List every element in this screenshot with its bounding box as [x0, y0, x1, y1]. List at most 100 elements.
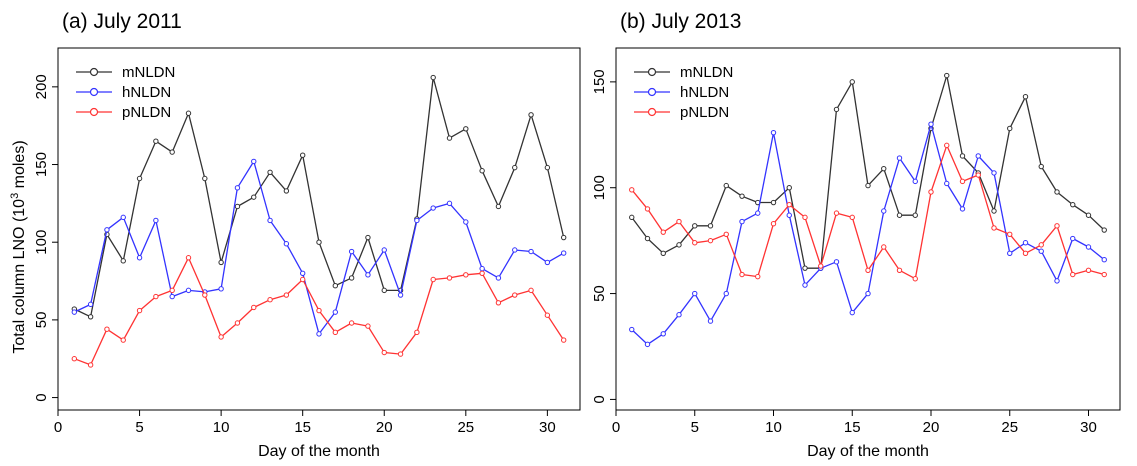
data-point-mnldn [120, 258, 126, 264]
data-point-pnldn [881, 244, 887, 250]
data-point-hnldn [1085, 244, 1092, 250]
y-tick-label: 100 [33, 230, 50, 255]
data-point-hnldn [660, 331, 666, 337]
data-point-hnldn [944, 180, 950, 187]
data-point-hnldn [234, 185, 241, 191]
legend-label-pnldn: pNLDN [122, 104, 171, 121]
data-point-mnldn [87, 314, 94, 320]
series-line-pnldn [631, 144, 1105, 280]
data-point-pnldn [414, 329, 420, 336]
data-point-mnldn [1101, 227, 1107, 233]
data-point-pnldn [660, 229, 666, 235]
data-point-mnldn [770, 199, 777, 206]
data-point-mnldn [495, 203, 502, 210]
data-point-mnldn [348, 275, 355, 281]
data-point-mnldn [446, 135, 453, 141]
data-point-pnldn [560, 337, 567, 343]
data-point-hnldn [414, 217, 420, 224]
y-tick-label: 50 [591, 285, 608, 302]
data-point-mnldn [896, 212, 903, 218]
data-point-hnldn [120, 214, 126, 221]
data-point-pnldn [283, 292, 290, 298]
data-point-pnldn [833, 210, 840, 216]
data-point-hnldn [692, 290, 698, 297]
data-point-mnldn [1070, 201, 1076, 208]
data-point-pnldn [770, 221, 777, 227]
data-point-pnldn [397, 351, 404, 357]
chart-panel-july-2011: (a) July 2011 0 5 10 15 20 25 30 0 50 100 150 200 Day… [33, 10, 581, 460]
data-point-pnldn [912, 276, 918, 282]
data-point-hnldn [560, 250, 567, 256]
data-point-pnldn [975, 172, 981, 178]
data-point-mnldn [1054, 189, 1060, 195]
plot-frame [57, 47, 581, 411]
data-point-pnldn [896, 267, 903, 273]
data-point-mnldn [299, 152, 306, 158]
data-point-hnldn [644, 341, 651, 348]
data-point-hnldn [912, 178, 918, 185]
x-tick-label: 5 [135, 419, 143, 436]
data-point-pnldn [865, 267, 871, 273]
data-point-mnldn [136, 175, 143, 182]
data-point-mnldn [944, 72, 950, 79]
data-point-hnldn [723, 290, 729, 297]
data-point-mnldn [991, 208, 997, 214]
x-tick-label: 10 [213, 419, 230, 436]
data-point-pnldn [348, 320, 355, 326]
legend-marker-mnldn [89, 67, 99, 77]
data-point-hnldn [299, 270, 306, 276]
data-point-hnldn [316, 331, 322, 337]
data-point-hnldn [463, 219, 469, 225]
data-point-hnldn [430, 205, 436, 211]
y-tick-label: 50 [33, 312, 50, 329]
data-point-pnldn [71, 356, 78, 362]
data-point-hnldn [283, 241, 290, 247]
data-point-pnldn [755, 273, 761, 280]
data-point-pnldn [692, 240, 698, 246]
data-point-pnldn [528, 287, 534, 294]
data-point-mnldn [381, 287, 387, 294]
data-point-hnldn [739, 218, 745, 225]
legend-label-mnldn: mNLDN [680, 64, 733, 81]
data-point-mnldn [234, 203, 241, 210]
data-point-hnldn [169, 293, 175, 300]
chart-panel-july-2013: (b) July 2013 0 5 10 15 20 25 30 0 50 100 150 Day of… [591, 10, 1121, 460]
data-point-pnldn [136, 307, 143, 314]
data-point-hnldn [707, 318, 714, 324]
x-tick-label: 0 [54, 419, 62, 436]
data-point-pnldn [251, 304, 257, 311]
data-point-pnldn [316, 307, 322, 314]
data-point-hnldn [397, 292, 404, 298]
data-point-hnldn [512, 247, 518, 253]
data-point-hnldn [629, 326, 635, 333]
legend-marker-hnldn [647, 87, 657, 97]
data-point-mnldn [185, 110, 192, 116]
x-tick-label: 5 [691, 419, 699, 436]
data-point-mnldn [169, 149, 175, 155]
data-point-hnldn [104, 227, 110, 233]
data-point-pnldn [1085, 267, 1092, 273]
data-point-pnldn [959, 178, 966, 185]
data-point-pnldn [185, 255, 192, 261]
data-point-mnldn [786, 185, 792, 191]
data-point-mnldn [865, 182, 871, 189]
data-point-hnldn [218, 286, 224, 292]
data-point-pnldn [629, 187, 635, 193]
data-point-mnldn [202, 175, 208, 182]
data-point-hnldn [755, 210, 761, 216]
y-tick-label: 150 [591, 69, 608, 94]
data-point-mnldn [833, 106, 840, 113]
data-point-hnldn [833, 259, 840, 265]
data-point-hnldn [1007, 250, 1013, 257]
data-point-pnldn [944, 142, 950, 149]
legend-marker-pnldn [647, 107, 657, 117]
legend-marker-hnldn [89, 87, 99, 97]
data-point-pnldn [723, 231, 729, 237]
x-tick-label: 15 [294, 419, 311, 436]
data-point-hnldn [185, 287, 192, 294]
data-point-mnldn [1022, 93, 1029, 100]
data-point-hnldn [1101, 256, 1107, 263]
data-point-mnldn [430, 74, 436, 81]
data-point-hnldn [348, 248, 355, 255]
data-point-pnldn [928, 189, 934, 195]
